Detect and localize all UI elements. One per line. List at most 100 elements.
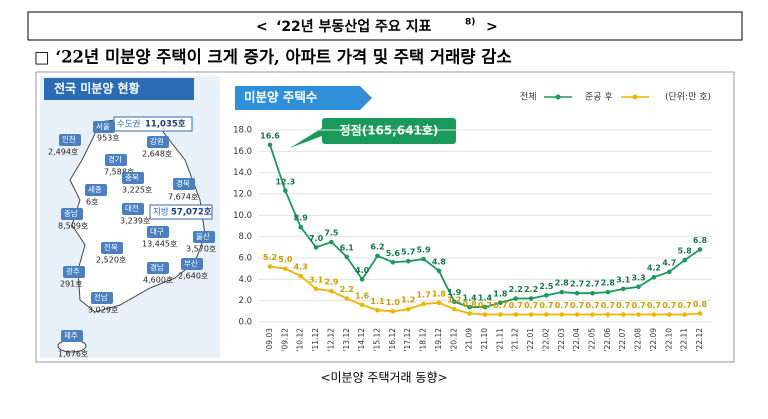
region-tag bbox=[122, 172, 144, 184]
region-value: 2,648호 bbox=[142, 150, 172, 159]
region-tag bbox=[105, 154, 127, 166]
x-tick-label: '11.12 bbox=[311, 328, 320, 352]
data-point bbox=[451, 299, 457, 305]
x-tick-label: '12.12 bbox=[326, 328, 335, 352]
region-tag bbox=[122, 203, 144, 215]
data-point bbox=[344, 296, 350, 301]
y-tick-label: 14.0 bbox=[233, 168, 252, 178]
unit-label: (단위:만 호) bbox=[665, 92, 711, 103]
region-name: 전북 bbox=[104, 242, 118, 252]
region-value: 7,674호 bbox=[168, 193, 198, 202]
header-close: > bbox=[486, 19, 498, 35]
data-label: 6.1 bbox=[340, 243, 355, 252]
provinces-name: 지방 bbox=[153, 207, 169, 218]
data-label: 1.1 bbox=[370, 297, 385, 306]
header-box bbox=[27, 11, 743, 41]
x-tick-label: '16.12 bbox=[388, 328, 397, 352]
region-value: 291호 bbox=[60, 280, 83, 289]
x-tick-label: '09.03 bbox=[265, 328, 274, 352]
region-tag bbox=[85, 184, 107, 196]
region-tag bbox=[61, 208, 83, 220]
data-point bbox=[313, 245, 319, 250]
data-label: 0.8 bbox=[463, 300, 478, 309]
region-value: 4,600호 bbox=[143, 276, 173, 285]
data-point bbox=[544, 293, 549, 298]
data-point bbox=[344, 254, 350, 260]
capital-value: 11,035호 bbox=[145, 119, 186, 130]
data-point bbox=[329, 288, 334, 294]
region-value: 7,588호 bbox=[104, 168, 134, 177]
header-open: < bbox=[256, 19, 268, 35]
data-point bbox=[313, 286, 319, 292]
x-tick-label: '19.12 bbox=[434, 328, 443, 352]
data-label: 3.3 bbox=[631, 273, 645, 282]
data-label: 0.7 bbox=[524, 301, 538, 310]
capital-name: 수도권 bbox=[117, 119, 140, 130]
data-point bbox=[559, 289, 565, 295]
data-point bbox=[697, 247, 703, 252]
data-label: 1.0 bbox=[386, 298, 401, 307]
data-point bbox=[298, 224, 304, 230]
region-name: 전남 bbox=[94, 292, 108, 302]
data-point bbox=[605, 289, 611, 295]
data-point bbox=[298, 273, 304, 279]
y-tick-label: 6.0 bbox=[238, 254, 252, 264]
data-label: 1.2 bbox=[447, 296, 461, 305]
data-label: 1.7 bbox=[416, 290, 430, 299]
data-label: 1.2 bbox=[401, 296, 415, 305]
data-point bbox=[267, 264, 273, 269]
data-point bbox=[682, 257, 687, 263]
data-label: 1.8 bbox=[432, 289, 447, 298]
region-value: 3,029호 bbox=[88, 306, 118, 315]
data-label: 0.7 bbox=[509, 301, 523, 310]
data-label: 0.7 bbox=[493, 301, 507, 310]
data-point bbox=[620, 312, 626, 317]
data-point bbox=[329, 239, 334, 245]
data-label: 0.7 bbox=[478, 301, 492, 310]
data-label: 2.8 bbox=[601, 279, 616, 288]
x-tick-label: '22.11 bbox=[680, 328, 689, 352]
region-value: 3,239호 bbox=[120, 217, 150, 226]
region-value: 6호 bbox=[86, 198, 98, 207]
region-tag bbox=[147, 136, 169, 148]
data-label: 3.1 bbox=[616, 275, 631, 284]
x-tick-label: '18.12 bbox=[419, 328, 428, 352]
data-label: 4.0 bbox=[355, 266, 370, 275]
x-tick-label: '14.12 bbox=[357, 328, 366, 352]
x-tick-label: '20.12 bbox=[449, 328, 458, 352]
region-value: 3,570호 bbox=[186, 245, 216, 254]
x-tick-label: '13.12 bbox=[342, 328, 351, 352]
data-label: 0.7 bbox=[616, 301, 630, 310]
region-name: 충남 bbox=[64, 209, 78, 218]
region-tag bbox=[91, 292, 113, 304]
data-label: 5.8 bbox=[678, 247, 693, 256]
data-point bbox=[283, 188, 288, 194]
data-label: 0.7 bbox=[631, 301, 645, 310]
x-tick-label: '22.12 bbox=[695, 328, 704, 352]
header-footnote: 8) bbox=[465, 18, 475, 28]
data-label: 0.7 bbox=[555, 301, 569, 310]
data-point bbox=[544, 312, 549, 317]
data-label: 1.6 bbox=[355, 291, 370, 300]
region-name: 충북 bbox=[125, 173, 139, 182]
x-tick-label: '21.11 bbox=[495, 328, 504, 352]
y-tick-label: 10.0 bbox=[233, 211, 252, 221]
x-tick-label: '22.02 bbox=[541, 328, 550, 352]
data-point bbox=[559, 312, 565, 317]
data-point bbox=[267, 142, 273, 148]
map-title-bg bbox=[44, 78, 194, 100]
region-name: 경남 bbox=[150, 262, 164, 272]
data-point bbox=[682, 312, 687, 317]
data-point bbox=[513, 296, 519, 301]
data-label: 0.8 bbox=[693, 300, 708, 309]
header-title: ‘22년 부동산업 주요 지표 bbox=[276, 18, 431, 35]
legend-dot bbox=[632, 94, 638, 100]
data-label: 7.0 bbox=[309, 234, 324, 243]
data-point bbox=[498, 300, 503, 306]
caption: <미분양 주택거래 동향> bbox=[320, 371, 447, 385]
region-tag bbox=[61, 330, 83, 342]
y-tick-label: 16.0 bbox=[233, 147, 252, 157]
data-label: 0.7 bbox=[570, 301, 584, 310]
data-point bbox=[666, 312, 672, 317]
